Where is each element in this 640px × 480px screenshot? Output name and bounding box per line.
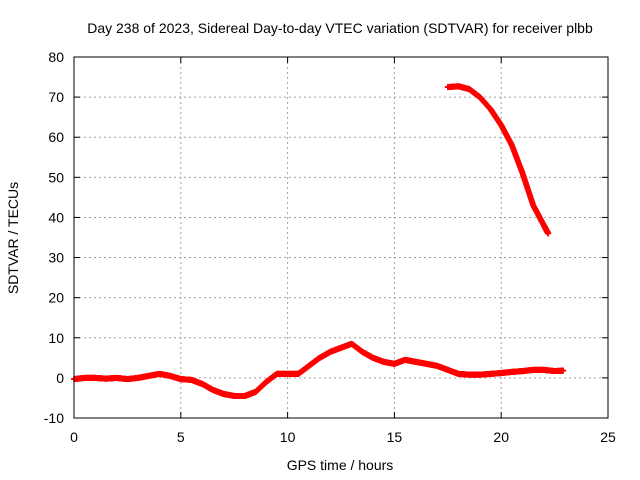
series-2 bbox=[444, 83, 552, 237]
x-tick-label: 5 bbox=[177, 429, 185, 445]
y-tick-label: 40 bbox=[48, 209, 64, 225]
plot-frame bbox=[73, 56, 609, 419]
y-tick-label: 30 bbox=[48, 250, 64, 266]
chart-title: Day 238 of 2023, Sidereal Day-to-day VTE… bbox=[87, 20, 593, 36]
y-tick-label: 70 bbox=[48, 89, 64, 105]
y-tick-label: 60 bbox=[48, 129, 64, 145]
x-tick-label: 0 bbox=[70, 429, 78, 445]
axis-ticks: 0 5 10 15 20 25 -10 0 10 20 30 40 50 60 70 80 bbox=[44, 49, 616, 445]
y-axis-label: SDTVAR / TECUs bbox=[5, 182, 21, 294]
x-tick-label: 15 bbox=[387, 429, 403, 445]
y-tick-label: 10 bbox=[48, 330, 64, 346]
y-tick-label: 20 bbox=[48, 290, 64, 306]
data-series bbox=[71, 83, 567, 399]
y-tick-label: 80 bbox=[48, 49, 64, 65]
x-tick-label: 20 bbox=[493, 429, 509, 445]
y-tick-label: -10 bbox=[44, 410, 64, 426]
series-1 bbox=[71, 340, 567, 399]
data-point bbox=[545, 230, 552, 237]
data-point bbox=[560, 367, 567, 374]
x-tick-label: 10 bbox=[280, 429, 296, 445]
grid-lines bbox=[74, 57, 608, 418]
x-axis-label: GPS time / hours bbox=[287, 457, 394, 473]
y-tick-label: 0 bbox=[56, 370, 64, 386]
x-tick-label: 25 bbox=[600, 429, 616, 445]
y-tick-label: 50 bbox=[48, 169, 64, 185]
